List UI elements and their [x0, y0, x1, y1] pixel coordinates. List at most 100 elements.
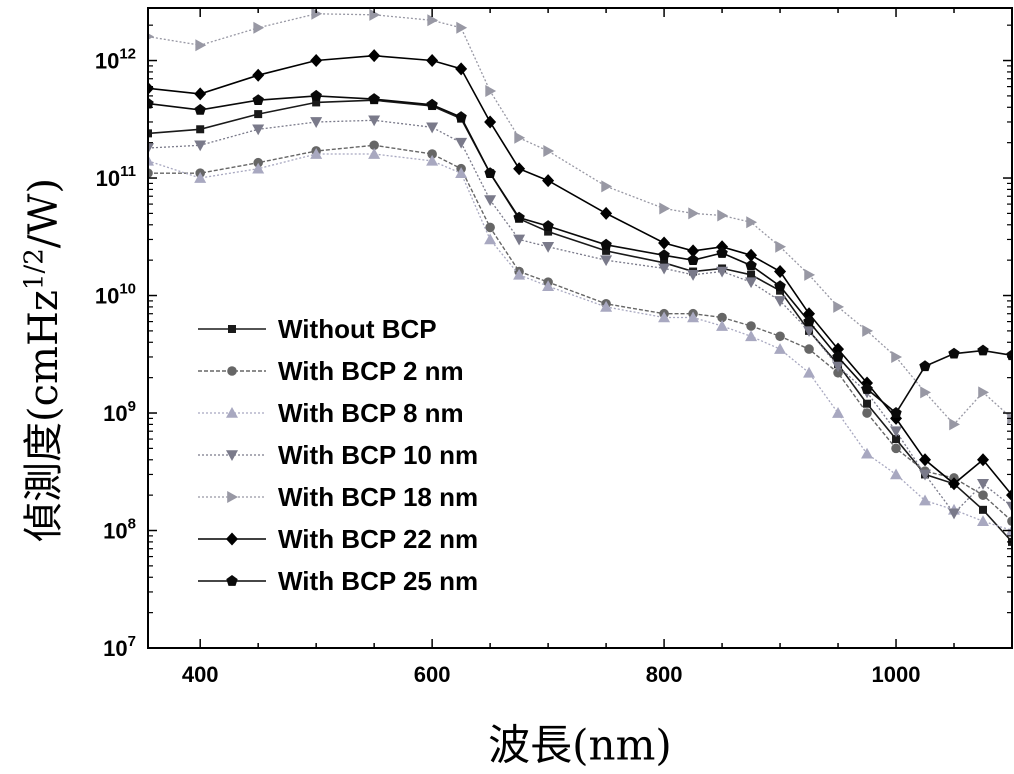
data-point [949, 418, 961, 431]
data-point [254, 110, 263, 119]
data-point [832, 361, 845, 373]
series-line [148, 95, 1012, 415]
data-point [977, 453, 990, 467]
data-point [861, 383, 873, 394]
data-point [544, 227, 553, 236]
data-point [832, 351, 844, 362]
data-point [514, 131, 526, 144]
data-point [919, 453, 932, 467]
data-point [1007, 516, 1012, 527]
data-point [978, 386, 990, 399]
legend-label: With BCP 2 nm [278, 356, 464, 386]
legend-label: With BCP 8 nm [278, 398, 464, 428]
series-line [148, 144, 1012, 522]
legend-marker [227, 366, 237, 376]
data-point [368, 93, 380, 104]
legend-label: With BCP 25 nm [278, 566, 478, 596]
data-point [717, 209, 729, 222]
data-point [600, 238, 612, 250]
y-tick-label: 1011 [96, 163, 136, 191]
series-line [148, 99, 1012, 543]
x-tick-label: 1000 [872, 662, 921, 687]
data-point [747, 270, 756, 279]
legend-item: With BCP 22 nm [198, 524, 478, 554]
data-point [717, 312, 727, 323]
data-point [542, 174, 555, 188]
data-point [484, 167, 496, 178]
data-point [716, 247, 728, 258]
data-point [658, 249, 670, 261]
data-point [426, 98, 438, 110]
legend-marker [226, 575, 238, 586]
data-point [658, 263, 671, 275]
series-line [148, 54, 1012, 496]
data-point [919, 494, 932, 506]
data-point [659, 202, 671, 215]
data-point [253, 157, 263, 168]
data-point [832, 407, 845, 418]
data-point [310, 117, 323, 128]
data-point [513, 268, 526, 280]
y-tick-label: 108 [103, 516, 136, 544]
data-point [369, 8, 381, 21]
data-point [862, 324, 874, 337]
data-point [148, 97, 154, 109]
data-point [745, 259, 757, 271]
data-point [660, 258, 669, 267]
data-point [775, 240, 787, 253]
data-point [310, 89, 322, 101]
data-point [600, 206, 613, 220]
data-point [803, 326, 816, 337]
data-point [543, 144, 555, 157]
data-point [513, 162, 526, 176]
data-point [687, 244, 700, 258]
data-point [542, 241, 555, 253]
data-point [252, 94, 264, 105]
data-point [803, 366, 816, 378]
data-point [427, 149, 437, 159]
series-1 [148, 96, 1012, 546]
data-point [600, 255, 613, 267]
data-point [803, 315, 815, 327]
x-axis-label: 波長(nm) [488, 720, 672, 770]
legend-item: With BCP 25 nm [198, 566, 478, 596]
data-point [891, 350, 903, 363]
data-point [716, 320, 729, 331]
data-point [920, 386, 932, 399]
data-point [804, 344, 814, 354]
x-tick-label: 800 [646, 662, 683, 687]
data-point [513, 234, 526, 246]
data-point [195, 39, 207, 52]
data-point [148, 81, 154, 95]
data-point [455, 111, 467, 122]
y-tick-label: 1010 [95, 281, 136, 309]
data-point [369, 140, 379, 151]
y-tick-label: 109 [103, 398, 136, 426]
data-point [774, 280, 786, 292]
data-point [252, 68, 265, 82]
data-point [948, 477, 961, 491]
data-point [456, 21, 468, 34]
data-point [542, 280, 555, 292]
plot-frame [147, 7, 1013, 649]
series-4 [148, 115, 1012, 520]
data-point [774, 296, 787, 307]
legend-label: With BCP 18 nm [278, 482, 478, 512]
legend-marker [226, 532, 238, 546]
data-point [484, 115, 497, 129]
data-point [310, 54, 323, 68]
data-point [919, 469, 932, 481]
data-point [892, 435, 901, 444]
data-point [148, 143, 154, 155]
data-point [148, 168, 153, 178]
data-point [833, 367, 843, 378]
data-point [253, 21, 265, 34]
legend: Without BCP With BCP 2 nm With BCP 8 nm Wit… [198, 314, 478, 596]
legend-label: With BCP 10 nm [278, 440, 478, 470]
data-point [863, 399, 872, 408]
data-point [658, 311, 671, 323]
legend-item: With BCP 10 nm [198, 440, 478, 470]
data-point [148, 33, 154, 40]
data-point [194, 87, 207, 101]
data-point [368, 115, 381, 127]
